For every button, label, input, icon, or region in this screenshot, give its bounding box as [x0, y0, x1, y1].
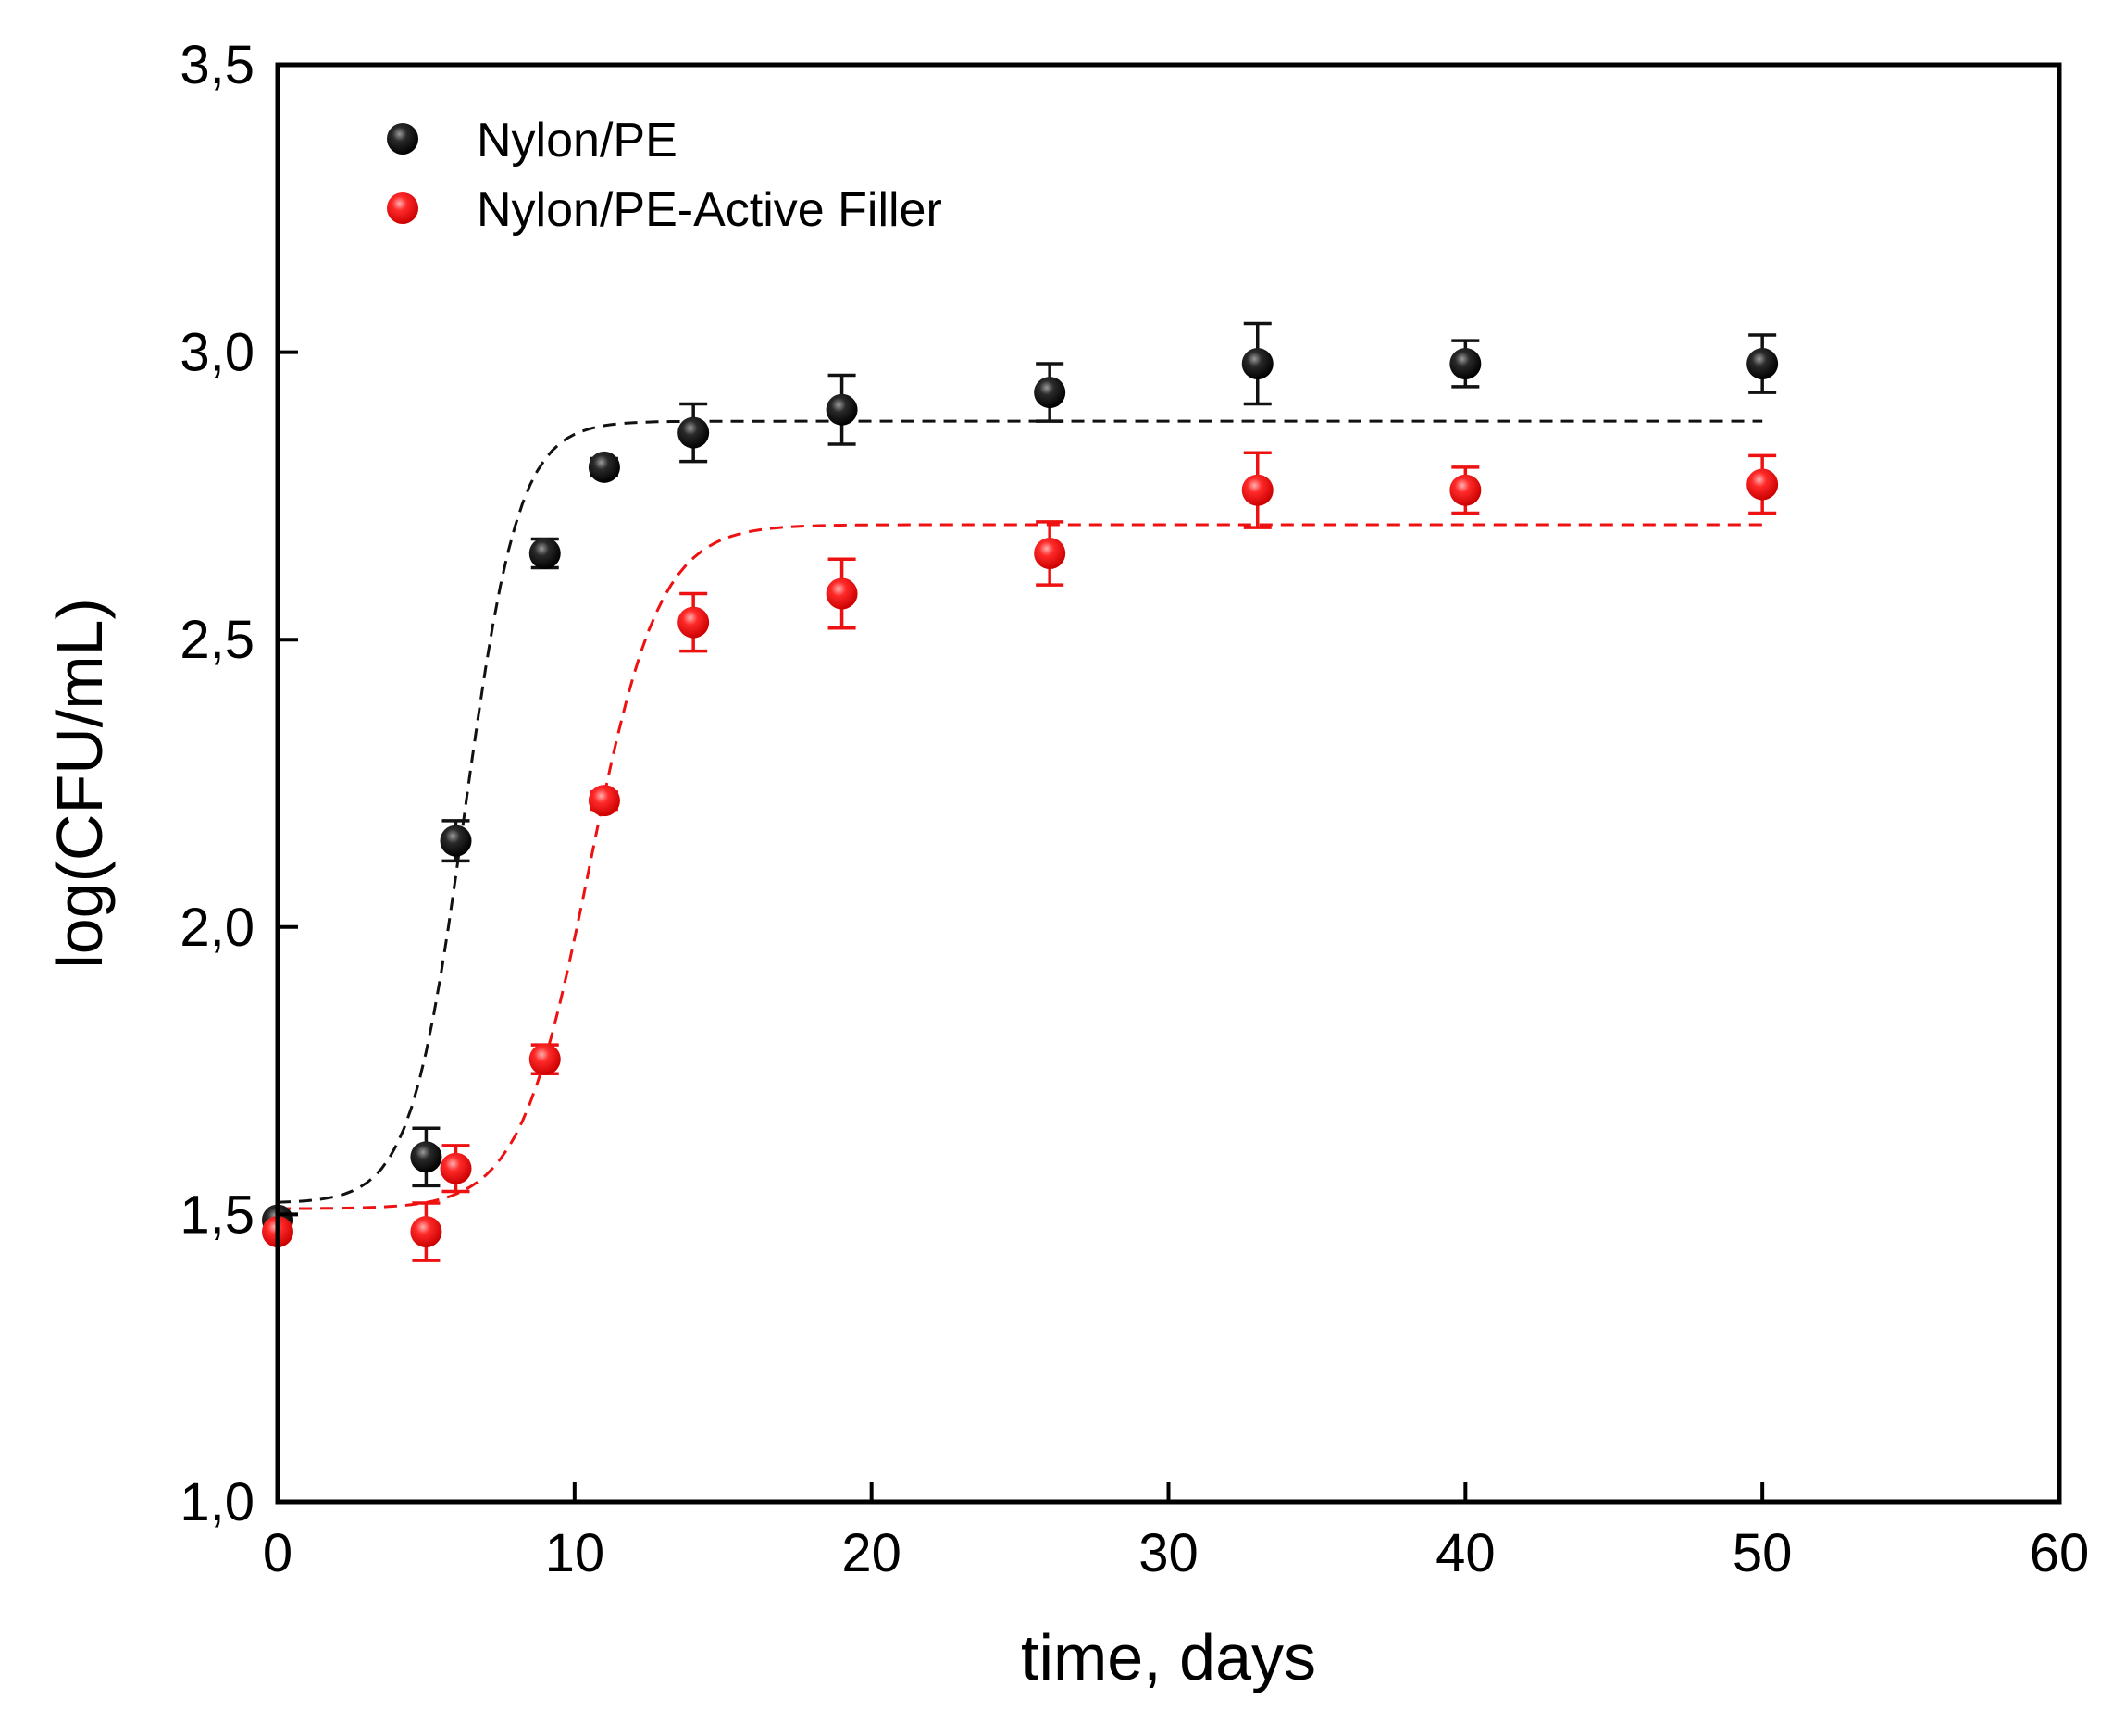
fit-curves [277, 419, 1763, 1210]
data-point-nylon-pe [1746, 348, 1779, 380]
data-markers [262, 348, 1779, 1248]
data-point-nylon-pe [440, 825, 472, 857]
y-tick-label: 1,0 [180, 1472, 255, 1532]
y-tick-label: 2,0 [180, 898, 255, 958]
y-tick-label: 1,5 [180, 1184, 255, 1245]
data-point-nylon-pe [410, 1141, 442, 1173]
x-axis-ticks: 0 10 20 30 40 50 60 [263, 1482, 2089, 1583]
data-point-nylon-pe-active-filler [1449, 474, 1482, 506]
y-axis-title: log(CFU/mL) [44, 598, 116, 969]
data-point-nylon-pe [1241, 348, 1274, 380]
legend-marker-nylon-pe [387, 123, 418, 155]
legend-item-nylon-pe: Nylon/PE [387, 114, 677, 167]
data-point-nylon-pe-active-filler [826, 577, 858, 610]
data-point-nylon-pe-active-filler [1746, 468, 1779, 501]
y-tick-label: 3,0 [180, 323, 255, 383]
fit-curve-nylon-pe-active-filler [278, 523, 1763, 1210]
data-point-nylon-pe [826, 393, 858, 426]
data-point-nylon-pe-active-filler [1241, 474, 1274, 506]
legend-label-nylon-pe-active-filler: Nylon/PE-Active Filler [477, 183, 942, 237]
y-axis-ticks: 1,0 1,5 2,0 2,5 3,0 3,5 [180, 35, 298, 1532]
x-tick-label: 10 [545, 1523, 605, 1583]
y-tick-label: 3,5 [180, 35, 255, 95]
y-tick-label: 2,5 [180, 610, 255, 670]
x-tick-label: 20 [841, 1523, 901, 1583]
data-point-nylon-pe-active-filler [677, 606, 710, 639]
x-axis-title: time, days [1021, 1621, 1316, 1693]
x-tick-label: 40 [1436, 1523, 1496, 1583]
x-tick-label: 50 [1733, 1523, 1793, 1583]
legend-label-nylon-pe: Nylon/PE [477, 114, 677, 167]
data-point-nylon-pe [528, 538, 561, 570]
legend: Nylon/PE Nylon/PE-Active Filler [387, 114, 942, 237]
data-point-nylon-pe [1034, 377, 1066, 409]
data-point-nylon-pe-active-filler [528, 1043, 561, 1075]
legend-marker-nylon-pe-active-filler [387, 192, 418, 224]
x-tick-label: 30 [1138, 1523, 1199, 1583]
legend-item-nylon-pe-active-filler: Nylon/PE-Active Filler [387, 183, 942, 237]
data-point-nylon-pe-active-filler [440, 1152, 472, 1184]
data-point-nylon-pe-active-filler [588, 785, 620, 817]
plot-frame [275, 62, 2062, 1505]
data-point-nylon-pe [677, 416, 710, 449]
x-tick-label: 0 [263, 1523, 292, 1583]
data-point-nylon-pe [1449, 348, 1482, 380]
x-tick-label: 60 [2030, 1523, 2090, 1583]
data-point-nylon-pe [588, 451, 620, 483]
data-point-nylon-pe-active-filler [1034, 538, 1066, 570]
data-point-nylon-pe-active-filler [410, 1216, 442, 1248]
fit-curve-nylon-pe [277, 419, 1763, 1204]
